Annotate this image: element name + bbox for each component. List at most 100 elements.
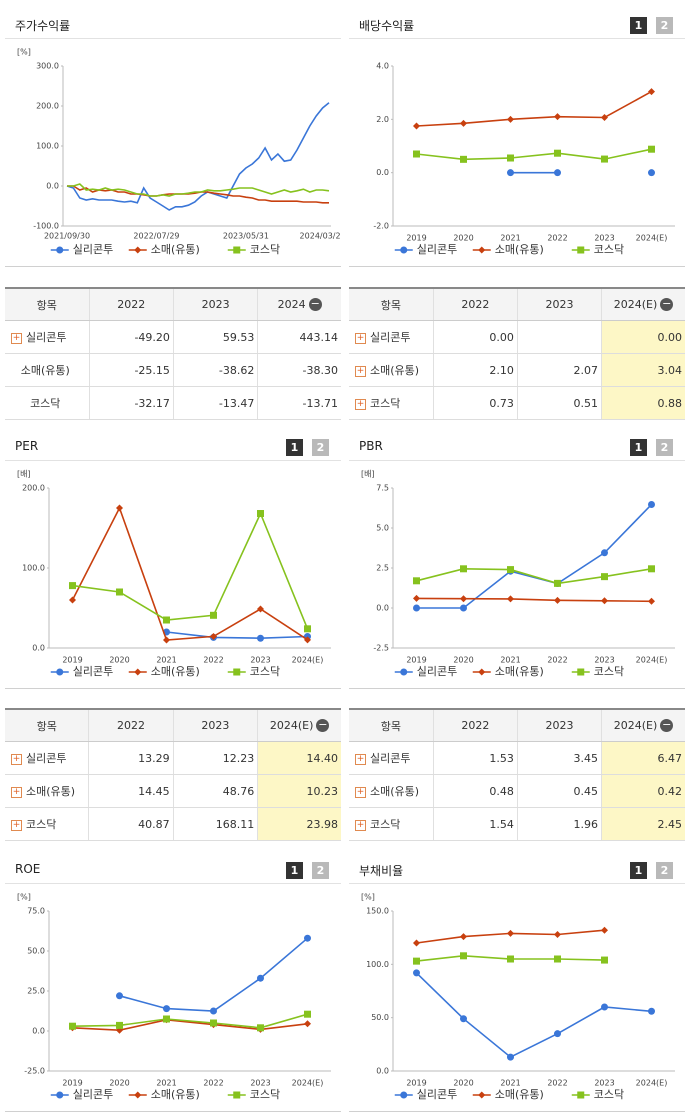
expand-button[interactable]: + xyxy=(355,332,366,344)
expand-button[interactable]: + xyxy=(355,819,366,831)
point xyxy=(478,1091,486,1099)
expand-button[interactable]: + xyxy=(11,819,22,831)
x-tick-label: 2024(E) xyxy=(292,656,324,665)
chart: [%] 0.0 50.0 100.0 150.0 2019 2020 2021 2022 2023… xyxy=(361,893,675,1101)
tab-button[interactable]: 1 xyxy=(286,439,303,456)
row-name-cell: + 실리콘투 xyxy=(5,320,89,354)
tab-button[interactable]: 2 xyxy=(656,862,673,879)
x-tick-label: 2020 xyxy=(453,234,473,243)
point xyxy=(413,594,420,602)
header-text: 2023 xyxy=(201,298,230,311)
expand-button[interactable]: + xyxy=(11,786,22,798)
legend-label: 소매(유통) xyxy=(151,665,200,678)
series-line xyxy=(416,503,653,609)
y-tick-label: 5.0 xyxy=(376,524,389,533)
collapse-button[interactable]: − xyxy=(308,297,322,312)
chart: [배] -2.5 0.0 2.5 5.0 7.5 2019 2020 2021 2022 2023 2… xyxy=(361,470,675,678)
tab-button[interactable]: 2 xyxy=(656,17,673,34)
column-header: 2024(E) − xyxy=(257,709,341,742)
collapse-button[interactable]: − xyxy=(660,297,674,312)
x-tick-label: 2023 xyxy=(250,1079,270,1088)
column-header: 2022 xyxy=(432,709,518,742)
tab-button[interactable]: 1 xyxy=(630,862,647,879)
expand-button[interactable]: + xyxy=(11,753,22,765)
legend-label: 소매(유통) xyxy=(495,1088,544,1101)
x-tick-label: 2021/09/30 xyxy=(44,232,90,241)
legend-label: 소매(유통) xyxy=(495,243,544,256)
point xyxy=(257,510,264,518)
legend-label: 코스닥 xyxy=(594,1088,624,1101)
y-tick-label: 300.0 xyxy=(36,62,59,71)
y-tick-label: 0.0 xyxy=(32,644,45,653)
expand-button[interactable]: + xyxy=(355,786,366,798)
point xyxy=(69,1022,76,1030)
panel-title: ROE xyxy=(15,862,41,876)
panel-title: 주가수익률 xyxy=(15,19,71,33)
tab-button[interactable]: 1 xyxy=(630,439,647,456)
chart-panel: 주가수익률 [%] -100.0 0.0 100.0 200.0 300.0 2021/09/… xyxy=(5,8,341,267)
legend-label: 코스닥 xyxy=(250,1088,280,1101)
legend-label: 코스닥 xyxy=(250,243,280,256)
title-divider xyxy=(349,38,685,39)
point xyxy=(554,1030,561,1038)
expand-button[interactable]: + xyxy=(355,398,366,410)
x-tick-label: 2021 xyxy=(500,234,520,243)
point xyxy=(507,1053,514,1061)
row-name: 실리콘투 xyxy=(370,331,411,344)
point xyxy=(460,565,467,573)
value-cell xyxy=(516,320,602,354)
point xyxy=(257,1024,264,1032)
y-tick-label: 0.0 xyxy=(376,1067,389,1076)
value-cell: -38.30 xyxy=(257,353,341,387)
expand-button[interactable]: + xyxy=(355,365,366,377)
value-cell: 10.23 xyxy=(257,774,341,808)
header-row: 항목 2022 2023 2024(E) − xyxy=(349,288,685,321)
chart-panel: PBR 1 2 [배] -2.5 0.0 2.5 5.0 7.5 2019 2020 2021 2022… xyxy=(349,430,685,689)
series-line xyxy=(72,511,309,630)
point xyxy=(304,1020,311,1028)
series-line xyxy=(415,972,652,1059)
tab-button[interactable]: 2 xyxy=(312,862,329,879)
row-name: 코스닥 xyxy=(30,397,61,410)
value-cell: 2.07 xyxy=(516,353,602,387)
point xyxy=(134,668,142,676)
point xyxy=(507,169,514,177)
tab-button[interactable]: 1 xyxy=(630,17,647,34)
column-header: 2023 xyxy=(516,709,602,742)
x-tick-label: 2023 xyxy=(250,656,270,665)
y-tick-label: 4.0 xyxy=(376,62,389,71)
collapse-button[interactable]: − xyxy=(316,718,330,733)
point xyxy=(648,1007,655,1015)
y-tick-label: 7.5 xyxy=(376,484,389,493)
value-cell: 40.87 xyxy=(88,807,174,841)
point xyxy=(554,169,561,177)
point xyxy=(116,1026,123,1034)
expand-button[interactable]: + xyxy=(355,753,366,765)
point xyxy=(460,119,467,127)
row-name: 실리콘투 xyxy=(26,752,67,765)
tab-button[interactable]: 2 xyxy=(312,439,329,456)
x-tick-label: 2019 xyxy=(62,1079,82,1088)
x-tick-label: 2022 xyxy=(547,234,567,243)
row-name-cell: + 실리콘투 xyxy=(5,741,89,775)
chart: -2.0 0.0 2.0 4.0 2019 2020 2021 2022 2023 2024(E)… xyxy=(373,62,675,256)
tab-button[interactable]: 1 xyxy=(286,862,303,879)
table-row: + 코스닥 40.87 168.11 23.98 xyxy=(5,807,341,841)
x-tick-label: 2022 xyxy=(203,656,223,665)
tab-button[interactable]: 2 xyxy=(656,439,673,456)
x-tick-label: 2021 xyxy=(156,656,176,665)
point xyxy=(163,636,170,644)
x-tick-label: 2021 xyxy=(500,656,520,665)
value-cell: 0.48 xyxy=(432,774,518,808)
y-tick-label: -2.0 xyxy=(373,222,389,231)
header-text: 2022 xyxy=(461,719,490,732)
collapse-button[interactable]: − xyxy=(660,718,674,733)
expand-button[interactable]: + xyxy=(11,332,22,344)
header-text: 항목 xyxy=(380,298,401,312)
row-name-cell: + 소매(유통) xyxy=(349,774,434,808)
y-tick-label: 0.0 xyxy=(32,1027,45,1036)
point xyxy=(304,934,311,942)
point xyxy=(69,582,76,590)
point xyxy=(507,115,514,123)
